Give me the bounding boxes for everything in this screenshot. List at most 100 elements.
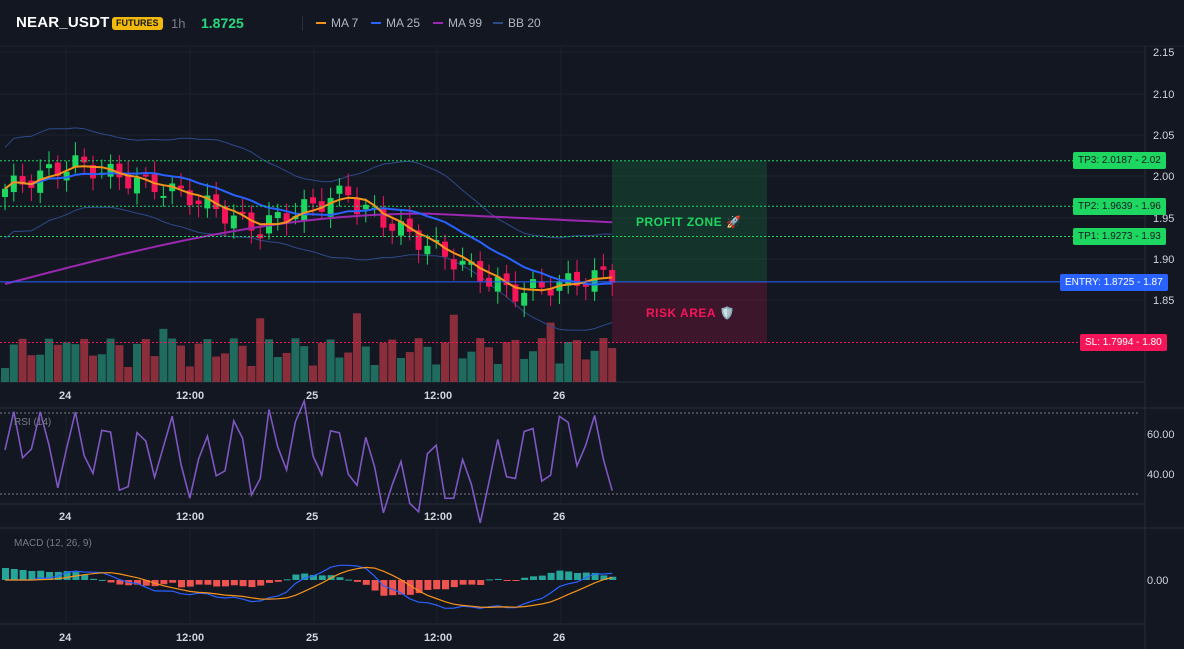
volume-bar	[511, 339, 520, 382]
candle-body	[538, 281, 545, 288]
macd-histogram-bar	[477, 580, 485, 585]
risk-zone	[612, 281, 767, 343]
volume-bar	[212, 356, 221, 382]
price-tick-1-85: 1.85	[1153, 295, 1174, 307]
macd-histogram-bar	[398, 580, 405, 595]
candle-body	[72, 155, 79, 168]
macd-histogram-bar	[582, 572, 590, 580]
volume-bar	[45, 338, 53, 382]
volume-bar	[53, 344, 62, 382]
macd-histogram-bar	[204, 580, 212, 585]
macd-histogram-bar	[442, 580, 449, 590]
macd-histogram-bar	[160, 580, 168, 585]
macd-histogram-bar	[186, 580, 194, 587]
macd-histogram-bar	[433, 580, 441, 590]
rsi-pane[interactable]	[0, 398, 1138, 524]
rsi-time-label-1200-b: 12:00	[424, 511, 452, 523]
macd-histogram-bar	[494, 578, 502, 580]
volume-bar	[18, 338, 27, 382]
volume-bar	[493, 363, 502, 382]
volume-bar	[133, 343, 141, 382]
volume-bar	[317, 343, 326, 382]
legend-bb20[interactable]: BB 20	[493, 16, 541, 30]
volume-bar	[106, 338, 115, 382]
macd-signal-line	[5, 566, 613, 609]
macd-histogram-bar	[63, 571, 71, 580]
macd-histogram-bar	[107, 580, 115, 583]
volume-bar	[256, 318, 265, 382]
legend-ma99[interactable]: MA 99	[433, 16, 482, 30]
macd-histogram-bar	[345, 579, 353, 581]
macd-line	[5, 564, 613, 610]
macd-time-label-24: 24	[59, 632, 72, 644]
volume-bar	[177, 345, 185, 382]
entry-tag[interactable]: ENTRY: 1.8725 - 1.87	[1060, 274, 1168, 291]
volume-bar	[335, 357, 344, 382]
rsi-label: RSI (14)	[14, 417, 51, 428]
rsi-time-label-25: 25	[306, 511, 318, 523]
candle-body	[406, 218, 413, 232]
candle-body	[389, 223, 396, 231]
price-tick-2-05: 2.05	[1153, 130, 1174, 142]
candlesticks[interactable]	[2, 142, 616, 318]
rsi-tick-60: 60.00	[1147, 429, 1175, 441]
macd-histogram-bar	[222, 580, 229, 587]
rsi-time-label-1200-a: 12:00	[176, 511, 204, 523]
sl-tag[interactable]: SL: 1.7994 - 1.80	[1080, 334, 1167, 351]
macd-histogram-bar	[266, 580, 273, 583]
price-tick-2-10: 2.10	[1153, 89, 1174, 101]
macd-histogram-bar	[609, 576, 617, 580]
volume-bar	[608, 347, 617, 382]
volume-bar	[529, 351, 537, 382]
rsi-time-label-26: 26	[553, 511, 565, 523]
macd-histogram-bar	[424, 580, 432, 590]
profit-zone	[612, 160, 767, 282]
volume-bar	[520, 358, 529, 382]
candle-body	[336, 185, 343, 194]
candle-body	[512, 284, 519, 302]
macd-time-label-26: 26	[553, 632, 565, 644]
volume-bar	[458, 358, 467, 382]
macd-histogram-bar	[556, 570, 564, 580]
timeframe-label[interactable]: 1h	[171, 16, 186, 31]
candle-body	[2, 188, 8, 198]
candle-body	[582, 283, 589, 287]
tp3-tag[interactable]: TP3: 2.0187 - 2.02	[1073, 152, 1166, 169]
volume-bar	[273, 357, 282, 382]
candle-body	[54, 162, 61, 176]
volume-bar	[599, 338, 608, 382]
candle-body	[380, 208, 387, 228]
volume-bar	[80, 338, 89, 382]
moving-averages	[4, 165, 613, 292]
volume-bar	[441, 342, 449, 382]
ma99-swatch-icon	[433, 22, 443, 24]
candle-body	[459, 260, 466, 265]
macd-histogram-bar	[521, 577, 529, 580]
ma7-line	[4, 165, 613, 292]
volume-bar	[168, 338, 177, 382]
volume-bar	[115, 345, 124, 382]
legend-ma25[interactable]: MA 25	[371, 16, 420, 30]
tp2-tag[interactable]: TP2: 1.9639 - 1.96	[1073, 198, 1166, 215]
macd-pane[interactable]	[2, 564, 617, 610]
volume-bar	[370, 364, 379, 382]
time-label-26: 26	[553, 390, 565, 402]
time-label-1200-b: 12:00	[424, 390, 452, 402]
candle-body	[415, 230, 422, 250]
candle-body	[178, 185, 184, 189]
symbol-name[interactable]: NEAR_USDT	[16, 14, 110, 31]
volume-bar	[590, 350, 599, 382]
tp1-tag[interactable]: TP1: 1.9273 - 1.93	[1073, 228, 1166, 245]
macd-histogram-bar	[213, 580, 221, 587]
price-tick-2-15: 2.15	[1153, 47, 1174, 59]
candle-body	[239, 211, 246, 214]
grid-lines	[0, 46, 1145, 624]
candle-body	[591, 270, 598, 292]
legend-ma7[interactable]: MA 7	[316, 16, 358, 30]
volume-bar	[555, 363, 564, 382]
bollinger-bands	[4, 127, 613, 331]
volume-bar	[573, 340, 581, 382]
macd-histogram-bar	[239, 580, 247, 587]
macd-histogram-bar	[318, 575, 326, 580]
